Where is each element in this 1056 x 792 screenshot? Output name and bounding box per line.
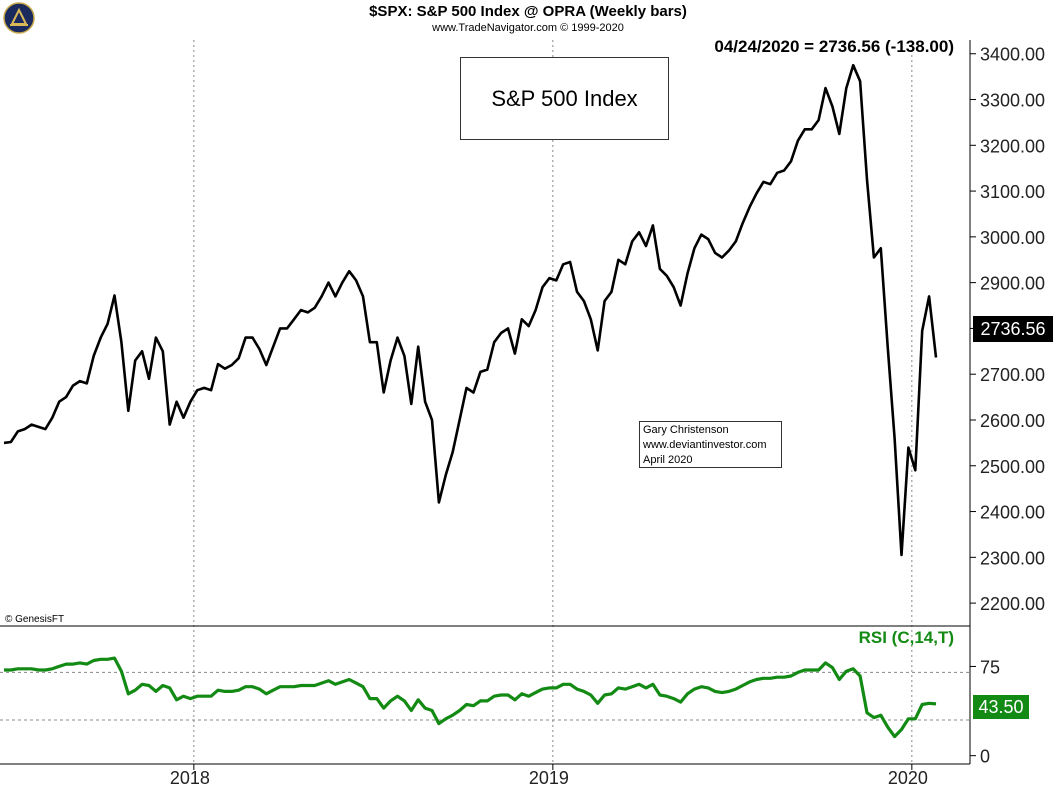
rsi-series <box>4 656 937 739</box>
price-tick-label: 2200.00 <box>980 594 1045 614</box>
x-tick-label: 2020 <box>888 768 928 788</box>
chart-title: $SPX: S&P 500 Index @ OPRA (Weekly bars) <box>369 3 687 20</box>
axes: 2018 2019 2020 3400.00 3300.00 3200.00 3100.00… <box>0 40 1045 788</box>
price-tick-label: 2400.00 <box>980 503 1045 523</box>
price-line <box>3 63 938 557</box>
rsi-tick-label: 0 <box>980 747 990 767</box>
author-date: April 2020 <box>643 454 693 466</box>
price-series <box>3 63 938 557</box>
copyright-text: www.TradeNavigator.com © 1999-2020 <box>432 22 624 34</box>
rsi-label: RSI (C,14,T) <box>858 628 954 647</box>
author-name: Gary Christenson <box>643 424 729 436</box>
author-note-box: Gary Christenson www.deviantinvestor.com… <box>639 421 782 468</box>
last-price-badge: 2736.56 <box>973 316 1053 342</box>
last-quote-label: 04/24/2020 = 2736.56 (-138.00) <box>714 37 954 56</box>
grid-lines <box>0 40 970 764</box>
last-rsi-badge: 43.50 <box>973 695 1029 719</box>
price-tick-label: 3400.00 <box>980 45 1045 65</box>
price-tick-label: 3000.00 <box>980 228 1045 248</box>
trade-navigator-logo <box>3 2 35 34</box>
price-title-box: S&P 500 Index <box>460 57 669 140</box>
rsi-tick-label: 75 <box>980 657 1000 677</box>
price-title-text: S&P 500 Index <box>491 85 638 111</box>
chart-header: $SPX: S&P 500 Index @ OPRA (Weekly bars)… <box>0 0 1056 40</box>
genesis-credit: © GenesisFT <box>5 614 65 625</box>
price-tick-label: 3200.00 <box>980 136 1045 156</box>
x-tick-label: 2019 <box>529 768 569 788</box>
price-tick-label: 2500.00 <box>980 457 1045 477</box>
rsi-line <box>4 656 937 739</box>
price-tick-label: 2600.00 <box>980 411 1045 431</box>
price-tick-label: 3300.00 <box>980 91 1045 111</box>
x-tick-label: 2018 <box>170 768 210 788</box>
price-tick-label: 2700.00 <box>980 365 1045 385</box>
author-website: www.deviantinvestor.com <box>643 439 767 451</box>
price-tick-label: 3100.00 <box>980 182 1045 202</box>
price-tick-label: 2300.00 <box>980 548 1045 568</box>
price-tick-label: 2900.00 <box>980 274 1045 294</box>
